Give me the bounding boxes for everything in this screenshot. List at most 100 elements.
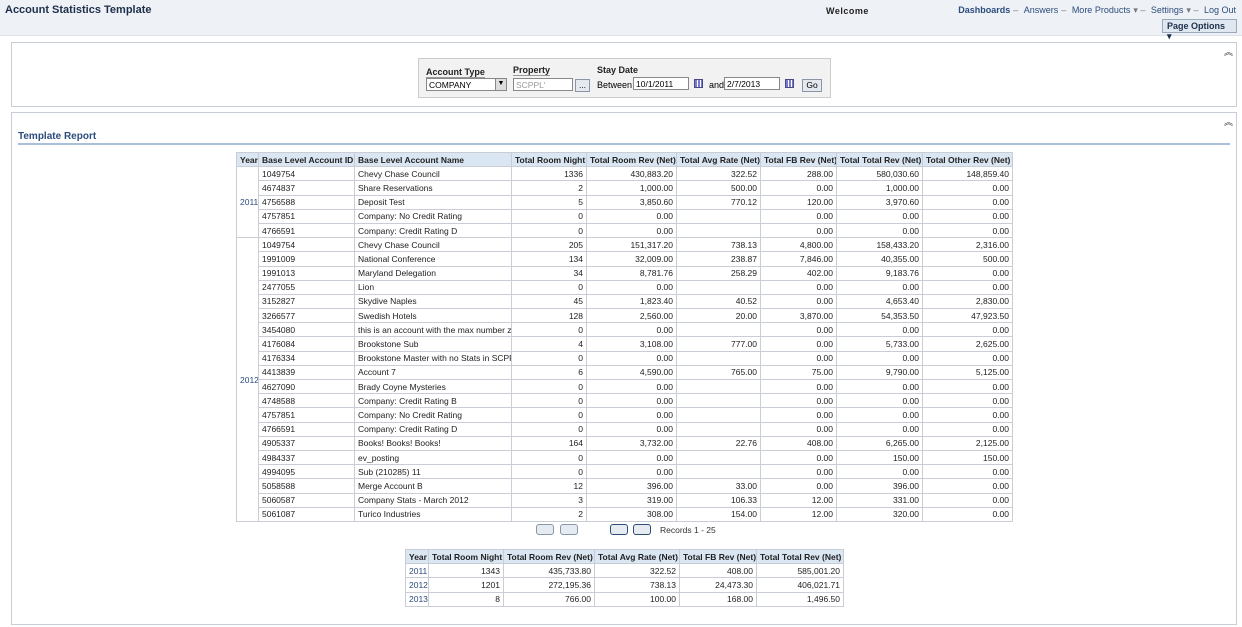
next-page-button[interactable] [610, 524, 628, 535]
cell: 0.00 [587, 422, 677, 436]
cell: 4994095 [259, 465, 355, 479]
cell [677, 280, 761, 294]
cell: 0 [512, 408, 587, 422]
year-cell[interactable]: 2012 [237, 238, 259, 522]
nav-link[interactable]: More Products [1072, 5, 1131, 15]
data-row: 4757851Company: No Credit Rating00.000.0… [237, 209, 1013, 223]
data-row: 1991013Maryland Delegation348,781.76258.… [237, 266, 1013, 280]
cell: 0.00 [761, 408, 837, 422]
year-cell[interactable]: 2011 [406, 564, 429, 578]
cell: 0.00 [837, 223, 923, 237]
cell: 0.00 [837, 351, 923, 365]
property-input[interactable]: SCPPL' [513, 78, 573, 91]
cell: 0.00 [837, 394, 923, 408]
cell: 4766591 [259, 223, 355, 237]
cell: 1991013 [259, 266, 355, 280]
nav-link[interactable]: Answers [1024, 5, 1059, 15]
cell: 3,732.00 [587, 436, 677, 450]
dropdown-arrow: ▾ – [1186, 5, 1198, 15]
collapse-icon[interactable]: ︽ [1224, 115, 1233, 128]
cell [677, 422, 761, 436]
data-row: 20121049754Chevy Chase Council205151,317… [237, 238, 1013, 252]
cell: 738.13 [595, 578, 680, 592]
cell: 585,001.20 [757, 564, 844, 578]
cell: 435,733.80 [504, 564, 595, 578]
data-row: 5058588Merge Account B12396.0033.000.003… [237, 479, 1013, 493]
calendar-icon[interactable] [785, 79, 794, 88]
cell: 4 [512, 337, 587, 351]
last-page-button[interactable] [633, 524, 651, 535]
cell: 3,970.60 [837, 195, 923, 209]
cell: 1049754 [259, 238, 355, 252]
prompt-section: ︽ Account Type COMPANY▼ Property SCPPL' … [11, 42, 1237, 107]
prompt-form: Account Type COMPANY▼ Property SCPPL' ..… [418, 58, 831, 98]
separator: – [1013, 5, 1018, 15]
cell: 4,590.00 [587, 365, 677, 379]
cell: 150.00 [923, 450, 1013, 464]
nav-link[interactable]: Log Out [1204, 5, 1236, 15]
start-date-input[interactable]: 10/1/2011 [633, 77, 689, 90]
cell: 1049754 [259, 167, 355, 181]
collapse-icon[interactable]: ︽ [1224, 45, 1233, 58]
cell [677, 323, 761, 337]
column-header: Total Total Rev (Net) [837, 153, 923, 167]
year-cell[interactable]: 2013 [406, 592, 429, 606]
nav-link[interactable]: Settings [1151, 5, 1184, 15]
year-cell[interactable]: 2012 [406, 578, 429, 592]
cell: Lion [355, 280, 512, 294]
cell: 3,108.00 [587, 337, 677, 351]
data-row: 4766591Company: Credit Rating D00.000.00… [237, 223, 1013, 237]
cell: 0.00 [923, 422, 1013, 436]
cell: 100.00 [595, 592, 680, 606]
prev-page-button[interactable] [560, 524, 578, 535]
column-header: Total FB Rev (Net) [680, 550, 757, 564]
cell [677, 351, 761, 365]
cell: 272,195.36 [504, 578, 595, 592]
cell: 0.00 [923, 209, 1013, 223]
cell: 0.00 [923, 394, 1013, 408]
end-date-input[interactable]: 2/7/2013 [724, 77, 780, 90]
cell: 2,560.00 [587, 309, 677, 323]
cell: 168.00 [680, 592, 757, 606]
go-button[interactable]: Go [802, 79, 822, 92]
account-type-select[interactable]: COMPANY▼ [426, 78, 507, 91]
data-row: 4413839Account 764,590.00765.0075.009,79… [237, 365, 1013, 379]
browse-button[interactable]: ... [575, 79, 590, 92]
year-cell[interactable]: 2011 [237, 167, 259, 238]
header-row: YearTotal Room NightTotal Room Rev (Net)… [406, 550, 844, 564]
cell: Company: No Credit Rating [355, 408, 512, 422]
column-header: Base Level Account Name [355, 153, 512, 167]
cell: 120.00 [761, 195, 837, 209]
nav-link[interactable]: Dashboards [958, 5, 1010, 15]
cell: Deposit Test [355, 195, 512, 209]
cell: Chevy Chase Council [355, 167, 512, 181]
cell: Skydive Naples [355, 294, 512, 308]
cell: 0.00 [923, 223, 1013, 237]
data-row: 4756588Deposit Test53,850.60770.12120.00… [237, 195, 1013, 209]
calendar-icon[interactable] [694, 79, 703, 88]
column-header: Total Avg Rate (Net) [677, 153, 761, 167]
cell: 32,009.00 [587, 252, 677, 266]
column-header: Total FB Rev (Net) [761, 153, 837, 167]
records-label: Records 1 - 25 [660, 525, 716, 535]
cell: 6,265.00 [837, 436, 923, 450]
cell: 45 [512, 294, 587, 308]
cell [677, 465, 761, 479]
cell: 288.00 [761, 167, 837, 181]
cell: 0.00 [587, 465, 677, 479]
data-row: 5060587Company Stats - March 20123319.00… [237, 493, 1013, 507]
cell: 258.29 [677, 266, 761, 280]
cell: 7,846.00 [761, 252, 837, 266]
cell [677, 450, 761, 464]
cell: 0 [512, 394, 587, 408]
first-page-button[interactable] [536, 524, 554, 535]
cell: 406,021.71 [757, 578, 844, 592]
cell: 3,850.60 [587, 195, 677, 209]
cell: 1336 [512, 167, 587, 181]
cell: 0.00 [923, 380, 1013, 394]
column-header: Total Avg Rate (Net) [595, 550, 680, 564]
field-label: Account Type [426, 67, 485, 78]
page-options-button[interactable]: Page Options ▾ [1162, 19, 1237, 33]
cell: 12.00 [761, 493, 837, 507]
